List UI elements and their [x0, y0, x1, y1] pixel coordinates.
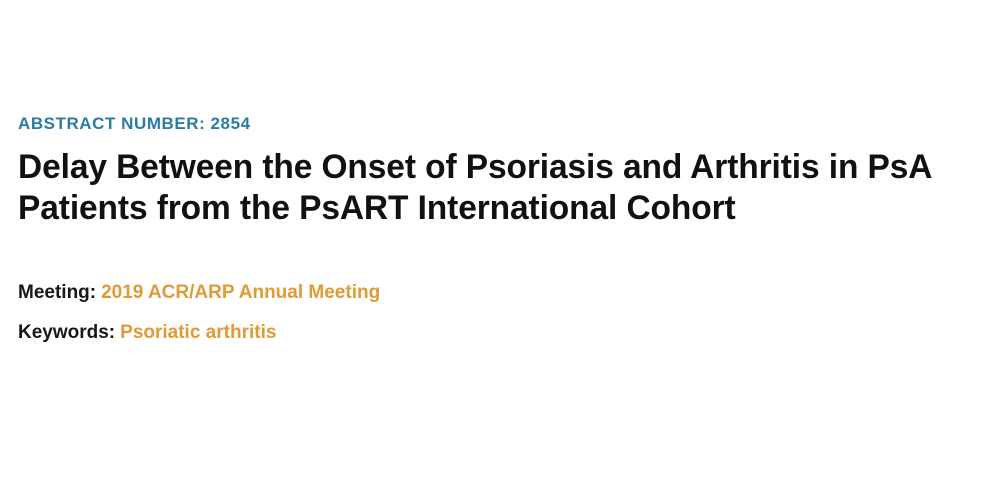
abstract-number: ABSTRACT NUMBER: 2854	[18, 114, 251, 133]
meta-row-keywords: Keywords: Psoriatic arthritis	[18, 313, 993, 353]
abstract-content: ABSTRACT NUMBER: 2854 Delay Between the …	[18, 113, 993, 353]
meta-row-meeting: Meeting: 2019 ACR/ARP Annual Meeting	[18, 273, 993, 313]
meeting-label: Meeting:	[18, 282, 97, 303]
meeting-value-link[interactable]: 2019 ACR/ARP Annual Meeting	[101, 282, 381, 303]
keywords-value-link[interactable]: Psoriatic arthritis	[120, 322, 277, 343]
keywords-label: Keywords:	[18, 322, 116, 343]
abstract-meta: Meeting: 2019 ACR/ARP Annual Meeting Keyw…	[18, 273, 993, 353]
page-title: Delay Between the Onset of Psoriasis and…	[18, 148, 932, 227]
